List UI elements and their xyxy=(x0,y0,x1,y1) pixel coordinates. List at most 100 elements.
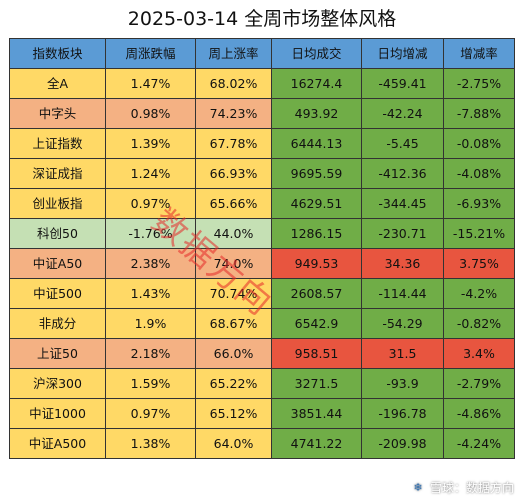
weekly-change-cell: 2.18% xyxy=(105,338,196,369)
daily-turnover-cell: 1286.15 xyxy=(271,218,362,249)
daily-delta-cell: -209.98 xyxy=(361,428,444,459)
column-header-daily-delta: 日均增减 xyxy=(361,38,444,69)
table-row: 中证500 1.43% 70.74% 2608.57 -114.44 -4.2% xyxy=(9,278,515,309)
index-name-cell: 上证50 xyxy=(9,338,106,369)
weekly-change-cell: 1.39% xyxy=(105,128,196,159)
index-name-cell: 中证1000 xyxy=(9,398,106,429)
delta-rate-cell: -2.79% xyxy=(443,368,515,399)
table-row: 非成分 1.9% 68.67% 6542.9 -54.29 -0.82% xyxy=(9,308,515,339)
daily-turnover-cell: 493.92 xyxy=(271,98,362,129)
table-row: 沪深300 1.59% 65.22% 3271.5 -93.9 -2.79% xyxy=(9,368,515,399)
weekly-change-cell: 1.9% xyxy=(105,308,196,339)
weekly-up-rate-cell: 44.0% xyxy=(195,218,272,249)
daily-turnover-cell: 4629.51 xyxy=(271,188,362,219)
daily-turnover-cell: 2608.57 xyxy=(271,278,362,309)
weekly-up-rate-cell: 70.74% xyxy=(195,278,272,309)
daily-delta-cell: -54.29 xyxy=(361,308,444,339)
table-header-row: 指数板块 周涨跌幅 周上涨率 日均成交 日均增减 增减率 xyxy=(9,38,515,69)
footer-attribution: ❄ 雪球：数据方向 xyxy=(409,479,514,496)
index-name-cell: 深证成指 xyxy=(9,158,106,189)
index-name-cell: 中字头 xyxy=(9,98,106,129)
daily-delta-cell: -344.45 xyxy=(361,188,444,219)
weekly-up-rate-cell: 65.22% xyxy=(195,368,272,399)
weekly-up-rate-cell: 68.02% xyxy=(195,68,272,99)
delta-rate-cell: -4.08% xyxy=(443,158,515,189)
market-style-table: 指数板块 周涨跌幅 周上涨率 日均成交 日均增减 增减率 全A 1.47% 68.0… xyxy=(9,38,515,459)
daily-turnover-cell: 958.51 xyxy=(271,338,362,369)
table-row: 深证成指 1.24% 66.93% 9695.59 -412.36 -4.08% xyxy=(9,158,515,189)
weekly-change-cell: 0.98% xyxy=(105,98,196,129)
delta-rate-cell: -4.2% xyxy=(443,278,515,309)
daily-delta-cell: 34.36 xyxy=(361,248,444,279)
table-row: 上证指数 1.39% 67.78% 6444.13 -5.45 -0.08% xyxy=(9,128,515,159)
index-name-cell: 非成分 xyxy=(9,308,106,339)
weekly-up-rate-cell: 67.78% xyxy=(195,128,272,159)
index-name-cell: 全A xyxy=(9,68,106,99)
footer-text: 雪球：数据方向 xyxy=(429,481,514,495)
index-name-cell: 中证A500 xyxy=(9,428,106,459)
daily-delta-cell: -459.41 xyxy=(361,68,444,99)
weekly-change-cell: 0.97% xyxy=(105,188,196,219)
index-name-cell: 中证500 xyxy=(9,278,106,309)
daily-turnover-cell: 6444.13 xyxy=(271,128,362,159)
daily-delta-cell: -5.45 xyxy=(361,128,444,159)
daily-turnover-cell: 4741.22 xyxy=(271,428,362,459)
column-header-index: 指数板块 xyxy=(9,38,106,69)
daily-delta-cell: -114.44 xyxy=(361,278,444,309)
delta-rate-cell: -6.93% xyxy=(443,188,515,219)
daily-delta-cell: -42.24 xyxy=(361,98,444,129)
weekly-change-cell: 1.24% xyxy=(105,158,196,189)
delta-rate-cell: -4.24% xyxy=(443,428,515,459)
weekly-up-rate-cell: 65.12% xyxy=(195,398,272,429)
weekly-change-cell: 1.43% xyxy=(105,278,196,309)
index-name-cell: 创业板指 xyxy=(9,188,106,219)
table-row: 科创50 -1.76% 44.0% 1286.15 -230.71 -15.21% xyxy=(9,218,515,249)
column-header-daily-turnover: 日均成交 xyxy=(271,38,362,69)
table-row: 全A 1.47% 68.02% 16274.4 -459.41 -2.75% xyxy=(9,68,515,99)
daily-turnover-cell: 3851.44 xyxy=(271,398,362,429)
delta-rate-cell: -2.75% xyxy=(443,68,515,99)
daily-turnover-cell: 16274.4 xyxy=(271,68,362,99)
daily-delta-cell: 31.5 xyxy=(361,338,444,369)
weekly-up-rate-cell: 74.23% xyxy=(195,98,272,129)
daily-turnover-cell: 3271.5 xyxy=(271,368,362,399)
daily-turnover-cell: 6542.9 xyxy=(271,308,362,339)
daily-delta-cell: -93.9 xyxy=(361,368,444,399)
weekly-up-rate-cell: 66.93% xyxy=(195,158,272,189)
daily-turnover-cell: 9695.59 xyxy=(271,158,362,189)
column-header-weekly-change: 周涨跌幅 xyxy=(105,38,196,69)
page-title: 2025-03-14 全周市场整体风格 xyxy=(127,8,397,30)
delta-rate-cell: -7.88% xyxy=(443,98,515,129)
table-row: 中字头 0.98% 74.23% 493.92 -42.24 -7.88% xyxy=(9,98,515,129)
weekly-change-cell: 1.59% xyxy=(105,368,196,399)
weekly-change-cell: 1.47% xyxy=(105,68,196,99)
column-header-weekly-up-rate: 周上涨率 xyxy=(195,38,272,69)
column-header-delta-rate: 增减率 xyxy=(443,38,515,69)
daily-turnover-cell: 949.53 xyxy=(271,248,362,279)
weekly-change-cell: 2.38% xyxy=(105,248,196,279)
delta-rate-cell: -0.82% xyxy=(443,308,515,339)
table-row: 中证1000 0.97% 65.12% 3851.44 -196.78 -4.86% xyxy=(9,398,515,429)
delta-rate-cell: 3.4% xyxy=(443,338,515,369)
table-row: 中证A500 1.38% 64.0% 4741.22 -209.98 -4.24% xyxy=(9,428,515,459)
daily-delta-cell: -230.71 xyxy=(361,218,444,249)
index-name-cell: 上证指数 xyxy=(9,128,106,159)
weekly-change-cell: 1.38% xyxy=(105,428,196,459)
weekly-up-rate-cell: 68.67% xyxy=(195,308,272,339)
delta-rate-cell: -0.08% xyxy=(443,128,515,159)
index-name-cell: 中证A50 xyxy=(9,248,106,279)
index-name-cell: 沪深300 xyxy=(9,368,106,399)
table-row: 上证50 2.18% 66.0% 958.51 31.5 3.4% xyxy=(9,338,515,369)
daily-delta-cell: -196.78 xyxy=(361,398,444,429)
table-row: 中证A50 2.38% 74.0% 949.53 34.36 3.75% xyxy=(9,248,515,279)
delta-rate-cell: -4.86% xyxy=(443,398,515,429)
weekly-up-rate-cell: 65.66% xyxy=(195,188,272,219)
table-row: 创业板指 0.97% 65.66% 4629.51 -344.45 -6.93% xyxy=(9,188,515,219)
weekly-up-rate-cell: 74.0% xyxy=(195,248,272,279)
snowball-icon: ❄ xyxy=(409,479,426,496)
delta-rate-cell: 3.75% xyxy=(443,248,515,279)
weekly-change-cell: -1.76% xyxy=(105,218,196,249)
weekly-up-rate-cell: 64.0% xyxy=(195,428,272,459)
daily-delta-cell: -412.36 xyxy=(361,158,444,189)
index-name-cell: 科创50 xyxy=(9,218,106,249)
